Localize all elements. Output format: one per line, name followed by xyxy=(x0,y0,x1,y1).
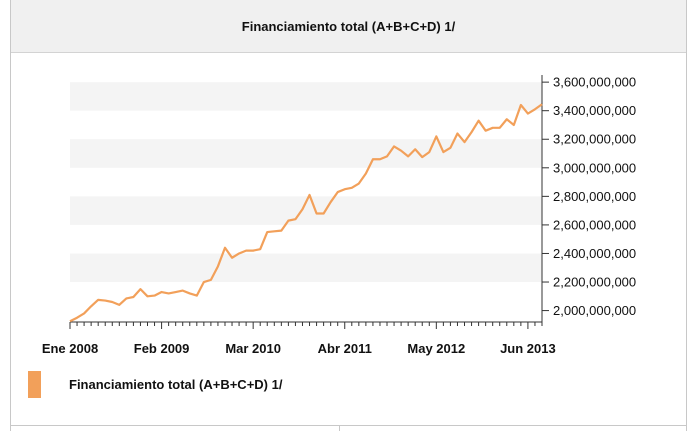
x-tick-label: May 2012 xyxy=(407,341,465,356)
legend: Financiamiento total (A+B+C+D) 1/ xyxy=(28,371,282,398)
grid-band xyxy=(70,253,542,283)
x-tick-label: Abr 2011 xyxy=(318,341,372,356)
series-line-financiamiento xyxy=(69,103,543,323)
chart-title: Financiamiento total (A+B+C+D) 1/ xyxy=(241,18,456,34)
y-tick-label: 2,000,000,000 xyxy=(553,303,636,318)
x-tick-label: Feb 2009 xyxy=(134,341,190,356)
x-tick-label: Ene 2008 xyxy=(42,341,98,356)
grid-band xyxy=(70,82,542,111)
grid-band xyxy=(70,139,542,168)
y-tick-label: 2,400,000,000 xyxy=(553,246,636,261)
panel-bottom-border xyxy=(11,425,686,426)
grid-bands xyxy=(70,82,542,283)
y-tick-label: 2,600,000,000 xyxy=(553,217,636,232)
legend-swatch xyxy=(28,371,41,398)
y-tick-label: 3,200,000,000 xyxy=(553,132,636,147)
legend-label: Financiamiento total (A+B+C+D) 1/ xyxy=(69,377,283,392)
x-tick-label: Mar 2010 xyxy=(225,341,281,356)
x-axis: Ene 2008 Feb 2009 Mar 2010 Abr 2011 May 2012… xyxy=(42,321,556,356)
y-tick-label: 2,800,000,000 xyxy=(553,189,636,204)
y-tick-label: 2,200,000,000 xyxy=(553,275,636,290)
panel-bottom-divider xyxy=(339,425,340,431)
y-axis: 2,000,000,000 2,200,000,000 2,400,000,000 2… xyxy=(541,75,636,322)
y-tick-label: 3,400,000,000 xyxy=(553,103,636,118)
x-tick-label: Jun 2013 xyxy=(500,341,556,356)
y-tick-label: 3,600,000,000 xyxy=(553,75,636,90)
chart-header: Financiamiento total (A+B+C+D) 1/ xyxy=(11,0,686,53)
y-tick-label: 3,000,000,000 xyxy=(553,160,636,175)
